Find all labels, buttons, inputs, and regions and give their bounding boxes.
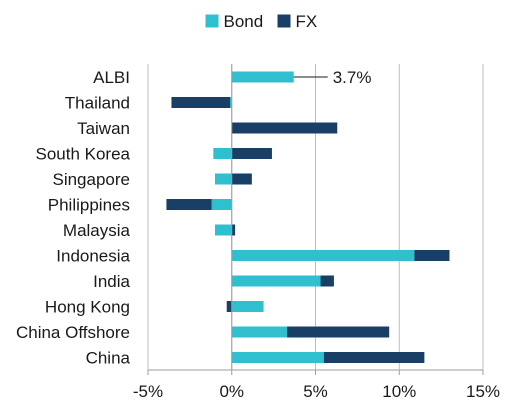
bar-fx-philippines [166, 199, 212, 210]
bar-bond-singapore [215, 173, 232, 185]
legend-label-fx: FX [296, 12, 318, 31]
x-tick-label-0: 0% [219, 382, 244, 401]
bar-fx-south-korea [231, 148, 272, 159]
legend-swatch-fx [277, 14, 291, 28]
legend: Bond FX [205, 12, 318, 31]
bar-fx-hong-kong [226, 301, 232, 312]
bar-bond-south-korea [213, 148, 232, 159]
bar-fx-taiwan [231, 122, 338, 134]
x-axis: -5% 0% 5% 10% 15% [133, 64, 500, 401]
category-label-south-korea: South Korea [35, 145, 130, 164]
bar-fx-indonesia [414, 250, 450, 261]
category-label-philippines: Philippines [48, 196, 130, 215]
category-label-thailand: Thailand [65, 94, 130, 113]
bar-fx-china [323, 352, 425, 363]
category-labels: ALBI Thailand Taiwan South Korea Singapore Ph… [16, 68, 131, 368]
category-label-india: India [93, 272, 130, 291]
bar-bond-indonesia [231, 250, 415, 261]
annotation-label-albi: 3.7% [333, 68, 372, 87]
category-label-taiwan: Taiwan [77, 119, 130, 138]
x-tick-label-15: 15% [466, 382, 500, 401]
gridlines [147, 64, 484, 370]
x-tick-label-5: -5% [133, 382, 163, 401]
x-tick-label-5: 5% [303, 382, 328, 401]
bar-fx-india [320, 275, 334, 287]
bar-fx-thailand [171, 97, 231, 108]
bar-fx-malaysia [231, 224, 236, 236]
x-tick-label-10: 10% [382, 382, 416, 401]
bar-bond-india [231, 275, 321, 287]
bar-bond-china-offshore [231, 326, 288, 338]
annotations: 3.7% [293, 68, 372, 87]
bar-bond-hong-kong [231, 301, 264, 312]
category-label-china-offshore: China Offshore [16, 323, 130, 342]
bar-bond-malaysia [215, 224, 232, 236]
legend-swatch-bond [205, 14, 219, 28]
category-label-malaysia: Malaysia [63, 221, 131, 240]
category-label-hong-kong: Hong Kong [45, 298, 130, 317]
category-label-albi: ALBI [93, 68, 130, 87]
bar-bond-thailand [230, 97, 232, 108]
bar-fx-china-offshore [287, 326, 390, 338]
bar-bond-philippines [211, 199, 232, 210]
category-label-singapore: Singapore [52, 170, 130, 189]
legend-label-bond: Bond [224, 12, 264, 31]
bar-bond-albi [231, 71, 294, 83]
bar-bond-china [231, 352, 324, 363]
category-label-china: China [86, 349, 131, 368]
category-label-indonesia: Indonesia [56, 247, 130, 266]
bars [166, 71, 450, 363]
bar-fx-singapore [231, 173, 252, 185]
